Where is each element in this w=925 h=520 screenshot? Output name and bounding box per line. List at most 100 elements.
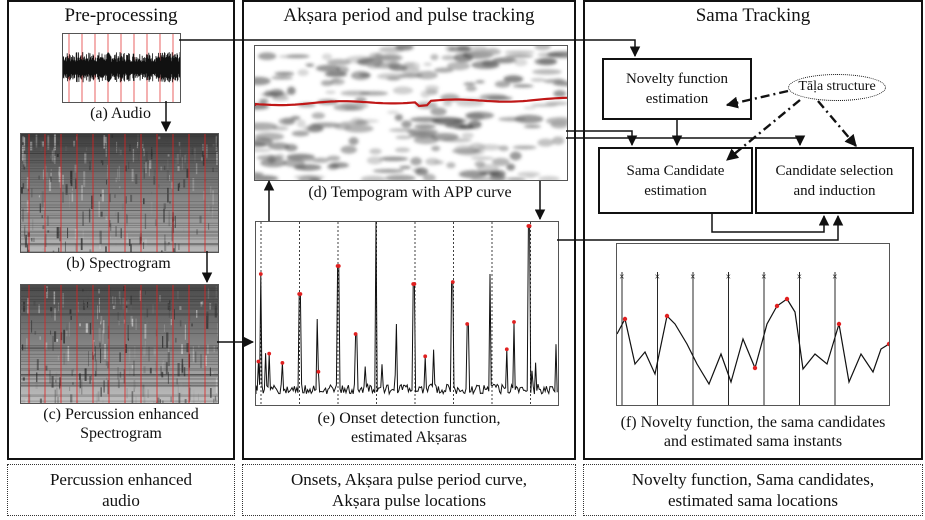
spectral-streak (53, 134, 56, 151)
spectral-streak (203, 141, 205, 154)
sama-footer-line2: estimated sama locations (668, 491, 838, 510)
novelty-plot: × × × × × × × (616, 243, 890, 406)
tempogram-blob (461, 132, 474, 139)
spectral-streak (103, 135, 106, 149)
candidate-box-line1: Sama Candidate (626, 162, 725, 179)
spectral-streak (167, 154, 170, 157)
tempogram-blob (268, 142, 290, 151)
spectral-streak (72, 368, 74, 373)
spectral-streak (54, 331, 57, 342)
spectral-streak (53, 291, 56, 305)
tempogram-blob (430, 132, 459, 141)
tempogram-blob (505, 177, 527, 180)
tempogram-blob (534, 46, 551, 51)
spectral-streak (58, 247, 60, 252)
tempogram-blob (307, 124, 324, 133)
spectral-streak (41, 141, 44, 147)
spectral-streak (82, 303, 86, 311)
spectral-streak (100, 194, 102, 197)
spectral-streak (117, 168, 119, 180)
spectral-streak (148, 164, 150, 177)
tempogram-blob (475, 80, 485, 84)
spectral-streak (88, 163, 91, 166)
spectral-streak (144, 303, 146, 319)
spectral-streak (216, 152, 218, 166)
tempogram-blob (366, 156, 383, 165)
spectral-streak (62, 191, 64, 203)
preprocessing-panel: Pre-processing (7, 0, 235, 460)
tempogram-blob (414, 167, 429, 176)
tempogram-blob (512, 145, 537, 150)
spectral-streak (33, 301, 36, 306)
onset-marker (258, 272, 263, 276)
spectral-streak (47, 230, 50, 233)
tempogram-blob (432, 117, 465, 126)
tracking-title: Akṣara period and pulse tracking (283, 5, 535, 26)
novelty-caption: (f) Novelty function, the sama candidate… (583, 413, 923, 451)
spectral-streak (89, 322, 92, 335)
spectral-streak (167, 371, 169, 384)
spectral-streak (138, 381, 141, 392)
spectral-streak (87, 290, 89, 306)
spectral-streak (107, 164, 108, 179)
preprocessing-footer-line2: audio (102, 491, 140, 510)
spectral-streak (130, 244, 132, 252)
tempogram-blob (394, 147, 411, 153)
spectral-streak (158, 136, 161, 140)
tempogram-blob (388, 61, 401, 70)
tempogram-blob (543, 79, 566, 84)
spectral-streak (170, 319, 172, 326)
spectral-streak (115, 230, 117, 246)
percussion-caption-line1: (c) Percussion enhanced (43, 406, 199, 423)
spectral-streak (125, 165, 127, 172)
tempogram-blob (424, 85, 440, 91)
spectral-streak (215, 135, 218, 151)
spectral-streak (153, 401, 155, 403)
spectral-streak (22, 183, 25, 189)
onset-marker (280, 360, 285, 365)
spectral-streak (74, 178, 77, 189)
spectral-streak (131, 168, 134, 182)
spectral-streak (120, 228, 122, 239)
spectral-streak (34, 330, 37, 335)
spectral-streak (162, 336, 164, 348)
tempogram-blob (413, 124, 436, 129)
spectral-streak (143, 163, 145, 179)
spectral-streak (130, 194, 133, 202)
spectral-streak (45, 365, 48, 371)
spectral-streak (128, 161, 130, 169)
spectral-streak (38, 195, 40, 198)
spectral-streak (164, 165, 166, 171)
tala-structure-oval: Tāḷa structure (788, 74, 886, 101)
spectral-streak (114, 296, 116, 309)
spectral-streak (199, 215, 202, 224)
spectral-streak (35, 134, 38, 148)
tempogram-image (254, 45, 568, 181)
spectral-streak (37, 363, 41, 368)
tempogram-blob (329, 162, 349, 169)
spectral-streak (179, 320, 182, 327)
spectral-streak (202, 143, 205, 151)
spectral-streak (96, 393, 98, 403)
spectral-streak (31, 237, 33, 242)
spectral-streak (46, 172, 49, 186)
spectral-streak (54, 389, 56, 403)
sama-title: Sama Tracking (695, 5, 811, 26)
spectral-streak (186, 343, 189, 353)
spectral-streak (109, 287, 112, 297)
spectral-streak (168, 201, 172, 204)
tempogram-blob (410, 157, 422, 166)
spectral-streak (130, 295, 133, 305)
percussion-caption-line2: Spectrogram (80, 425, 162, 442)
spectral-streak (51, 308, 53, 318)
spectral-streak (42, 225, 45, 230)
tempogram-blob (255, 148, 272, 152)
spectral-streak (163, 203, 166, 210)
spectral-streak (189, 400, 192, 403)
sama-candidate-marker: × (761, 272, 767, 283)
sama-candidate-box: Sama Candidate estimation (598, 147, 753, 214)
spectral-streak (75, 335, 77, 344)
tempogram-blob (321, 53, 333, 61)
spectral-streak (126, 233, 128, 244)
spectral-streak (153, 347, 156, 356)
